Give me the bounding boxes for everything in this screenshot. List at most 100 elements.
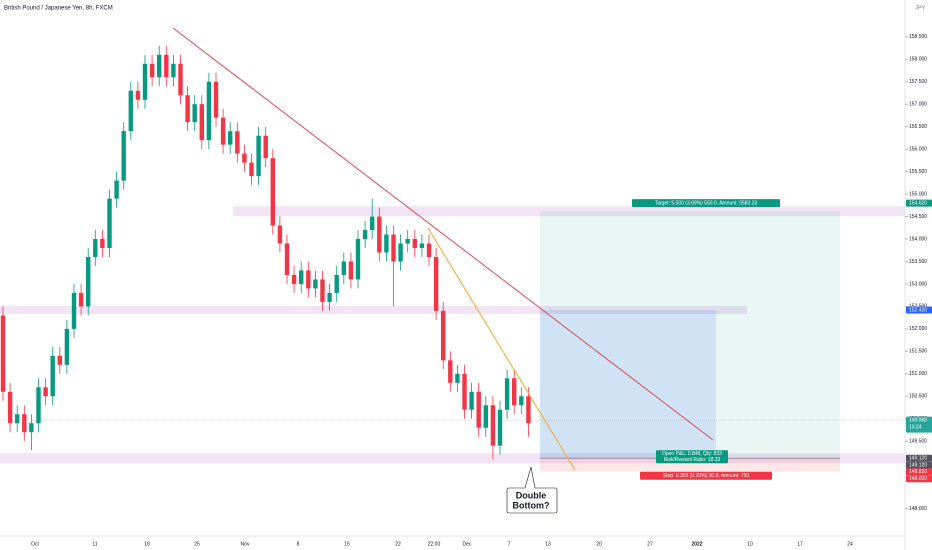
callout-text: Double — [516, 490, 547, 500]
candle-body — [405, 239, 410, 244]
price-label-bg — [906, 461, 932, 469]
x-tick-label: Nov — [241, 541, 250, 547]
y-tick-label: 158.500 — [909, 34, 927, 40]
candle-body — [36, 387, 41, 424]
x-tick-label: 17 — [797, 541, 803, 547]
y-tick-label: 156.000 — [909, 146, 927, 152]
x-tick-label: 13 — [545, 541, 551, 547]
zone — [0, 306, 747, 315]
candle-body — [164, 54, 169, 78]
candle-body — [64, 328, 70, 365]
candle-body — [263, 135, 268, 159]
price-label: 148.820 — [909, 469, 927, 475]
price-label: 148.820 — [909, 476, 927, 482]
candle-body — [377, 216, 382, 253]
price-label: 149.120 — [909, 456, 927, 462]
candle-body — [455, 373, 460, 383]
candle-body — [355, 239, 361, 280]
annotation-text: Target: 5.500 (3.69%) 550.0, Amount: 558… — [655, 200, 758, 206]
y-tick-label: 158.000 — [909, 57, 927, 63]
candle-body — [157, 54, 162, 78]
annotation-box — [640, 471, 772, 480]
candle-body — [497, 409, 503, 446]
price-label-bg — [906, 468, 932, 476]
price-label: 154.620 — [909, 200, 927, 206]
candle-body — [462, 373, 467, 410]
candle-body — [100, 239, 105, 249]
x-tick-label: 11 — [92, 541, 97, 547]
candle-body — [78, 292, 84, 307]
candle-body — [370, 216, 375, 231]
callout — [506, 466, 558, 514]
candle-body — [320, 279, 325, 302]
x-tick-label: 22 — [395, 541, 401, 547]
candle-body — [114, 180, 119, 199]
candle-body — [57, 355, 62, 365]
y-tick-label: 157.500 — [909, 79, 927, 85]
candle-body — [43, 387, 48, 397]
candle-body — [384, 234, 389, 253]
candle-body — [50, 355, 55, 397]
candle-body — [135, 90, 141, 100]
annotation-box — [632, 199, 780, 208]
candle-body — [121, 131, 126, 181]
candle-body — [284, 243, 290, 275]
candle-body — [249, 162, 254, 177]
candle-body — [277, 225, 283, 244]
candle-body — [206, 81, 212, 141]
x-tick-label: 15 — [344, 541, 350, 547]
candle-body — [199, 104, 204, 141]
target-area — [540, 211, 840, 459]
price-label: 149.120 — [909, 463, 927, 469]
x-tick-label: 25 — [194, 541, 200, 547]
price-label-bg — [906, 416, 932, 433]
candle-body — [22, 414, 27, 433]
y-tick-label: 149.500 — [909, 439, 927, 445]
candle-body — [362, 230, 368, 240]
x-tick-label: 7 — [508, 541, 511, 547]
candle-body — [441, 310, 446, 361]
candle-body — [391, 234, 396, 262]
y-tick-label: 150.500 — [909, 394, 927, 400]
callout-text: Bottom? — [513, 500, 550, 510]
x-tick-label: 20 — [596, 541, 602, 547]
candle-body — [426, 243, 432, 257]
y-tick-label: 148.000 — [909, 506, 927, 512]
candle-body — [469, 391, 474, 410]
candle-body — [213, 81, 219, 118]
candle-body — [327, 292, 332, 302]
candle-body — [348, 261, 354, 280]
price-label: 152.420 — [909, 307, 927, 313]
candle-body — [93, 239, 98, 257]
y-tick-label: 154.500 — [909, 214, 927, 220]
candle-body — [107, 198, 112, 249]
candle-body — [334, 274, 339, 293]
candle-body — [398, 243, 403, 262]
candle-body — [29, 423, 34, 433]
x-tick-label: 27 — [647, 541, 653, 547]
price-label-bg — [906, 475, 932, 483]
candle-body — [235, 131, 240, 154]
candle-body — [433, 256, 439, 311]
y-tick-label: 155.000 — [909, 191, 927, 197]
candle-body — [526, 396, 531, 424]
candle-body — [270, 158, 275, 226]
drawings-back — [0, 206, 905, 472]
candle-body — [86, 256, 91, 307]
zone — [233, 206, 905, 217]
y-tick-label: 153.000 — [909, 281, 927, 287]
candle-body — [142, 63, 148, 100]
axes: 158.500 158.000 157.500 157.000 156.500 156.0… — [31, 34, 932, 547]
x-tick-label: 8 — [297, 541, 300, 547]
candle-body — [419, 243, 425, 249]
candle-body — [291, 274, 297, 284]
candle-body — [256, 135, 261, 177]
candle-body — [228, 131, 233, 145]
candle-body — [490, 405, 496, 446]
candle-body — [185, 95, 190, 123]
candle-body — [192, 104, 197, 123]
candles — [0, 45, 531, 460]
price-label: 149.968 — [909, 418, 927, 424]
y-tick-label: 154.000 — [909, 236, 927, 242]
candle-body — [504, 378, 510, 410]
